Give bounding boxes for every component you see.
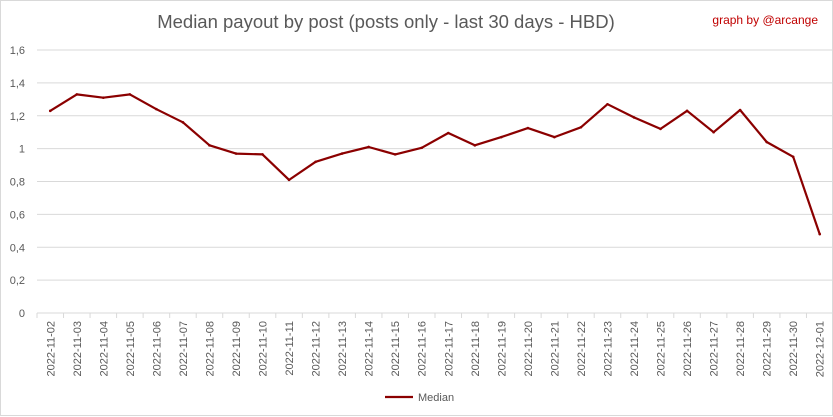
data-point xyxy=(765,140,768,144)
data-point xyxy=(526,126,530,130)
x-tick-label: 2022-11-27 xyxy=(709,321,721,376)
data-point xyxy=(234,152,238,155)
data-point xyxy=(606,102,609,106)
y-tick-label: 0 xyxy=(19,308,25,320)
x-tick-label: 2022-11-25 xyxy=(656,321,668,376)
data-point xyxy=(791,155,795,159)
x-tick-label: 2022-12-01 xyxy=(815,321,827,377)
x-tick-label: 2022-11-18 xyxy=(470,321,482,376)
x-tick-label: 2022-11-02 xyxy=(45,321,57,376)
x-tick-label: 2022-11-08 xyxy=(204,321,216,376)
credit-label: graph by @arcange xyxy=(712,13,818,27)
data-point xyxy=(420,146,424,150)
x-tick-label: 2022-11-26 xyxy=(682,321,694,376)
data-point xyxy=(181,121,185,124)
data-point xyxy=(314,160,317,164)
data-point xyxy=(128,93,132,96)
x-tick-label: 2022-11-06 xyxy=(151,321,163,376)
data-point xyxy=(553,135,556,139)
chart-title: Median payout by post (posts only - last… xyxy=(157,11,615,32)
x-tick-label: 2022-11-28 xyxy=(735,321,747,376)
data-point xyxy=(659,127,662,131)
x-tick-label: 2022-11-07 xyxy=(178,321,190,376)
data-point xyxy=(818,232,822,236)
x-tick-label: 2022-11-23 xyxy=(602,321,614,376)
x-tick-label: 2022-11-14 xyxy=(364,321,376,376)
data-point xyxy=(75,93,79,96)
legend-label: Median xyxy=(418,392,454,404)
data-point xyxy=(738,108,742,112)
y-tick-label: 1,6 xyxy=(10,45,25,57)
y-tick-label: 0,8 xyxy=(10,177,25,189)
x-tick-label: 2022-11-13 xyxy=(337,321,349,376)
x-tick-label: 2022-11-19 xyxy=(496,321,508,376)
x-tick-label: 2022-11-04 xyxy=(98,321,110,376)
x-tick-label: 2022-11-21 xyxy=(549,321,561,376)
data-point xyxy=(367,145,370,149)
data-point xyxy=(261,153,264,156)
data-point xyxy=(685,109,689,113)
data-point xyxy=(393,153,397,156)
y-tick-label: 0,2 xyxy=(10,275,25,287)
x-tick-label: 2022-11-10 xyxy=(258,321,270,376)
data-point xyxy=(48,109,52,113)
data-point xyxy=(500,135,503,139)
y-tick-label: 0,6 xyxy=(10,209,25,221)
data-point xyxy=(712,130,715,134)
data-point xyxy=(473,144,477,147)
x-tick-label: 2022-11-11 xyxy=(284,321,296,376)
y-tick-label: 0,4 xyxy=(10,242,25,254)
data-point xyxy=(579,125,583,129)
x-tick-label: 2022-11-12 xyxy=(311,321,323,376)
y-tick-label: 1,4 xyxy=(10,78,25,90)
y-tick-label: 1,2 xyxy=(10,111,25,123)
y-tick-label: 1 xyxy=(19,144,25,156)
x-tick-label: 2022-11-17 xyxy=(443,321,455,376)
x-tick-label: 2022-11-03 xyxy=(72,321,84,376)
data-point xyxy=(632,116,636,119)
x-tick-label: 2022-11-29 xyxy=(762,321,774,376)
x-tick-label: 2022-11-24 xyxy=(629,321,641,376)
data-point xyxy=(208,144,211,147)
series-line-median xyxy=(49,93,821,236)
x-tick-label: 2022-11-30 xyxy=(788,321,800,376)
data-point xyxy=(102,96,105,99)
data-point xyxy=(155,107,158,111)
x-tick-label: 2022-11-05 xyxy=(125,321,137,376)
x-tick-label: 2022-11-16 xyxy=(417,321,429,376)
x-tick-label: 2022-11-22 xyxy=(576,321,588,376)
data-point xyxy=(340,152,344,155)
data-point xyxy=(446,131,450,135)
x-tick-label: 2022-11-20 xyxy=(523,321,535,376)
data-point xyxy=(287,178,291,182)
x-tick-label: 2022-11-15 xyxy=(390,321,402,376)
x-tick-label: 2022-11-09 xyxy=(231,321,243,376)
